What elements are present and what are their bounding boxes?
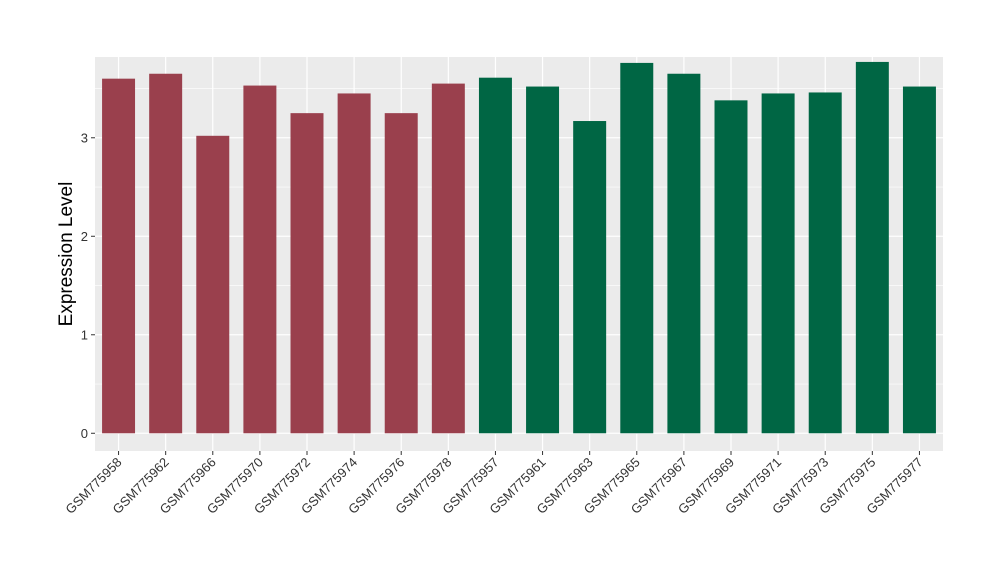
bar-GSM775957	[478, 77, 512, 434]
bar-GSM775967	[667, 73, 701, 434]
minor-gridlines	[95, 88, 943, 385]
bar-GSM775963	[573, 121, 607, 434]
bar-GSM775972	[290, 113, 324, 434]
bars	[102, 61, 936, 434]
y-axis-title: Expression Level	[56, 182, 77, 327]
bar-GSM775958	[102, 78, 136, 434]
y-tick-label: 1	[81, 327, 88, 342]
bar-GSM775974	[337, 93, 371, 434]
plot-panel	[95, 57, 943, 451]
y-tick-label: 3	[81, 130, 88, 145]
bar-GSM775973	[808, 92, 842, 434]
y-tick-label: 0	[81, 426, 88, 441]
y-axis: 0 1 2 3	[81, 130, 95, 441]
bar-GSM775961	[526, 86, 560, 434]
bar-GSM775965	[620, 62, 654, 434]
bar-GSM775969	[714, 100, 748, 434]
bar-GSM775976	[384, 113, 418, 434]
bar-GSM775966	[196, 135, 230, 434]
y-tick-label: 2	[81, 229, 88, 244]
bar-GSM775970	[243, 85, 277, 434]
bar-GSM775962	[149, 73, 183, 434]
bar-GSM775975	[855, 61, 889, 434]
bar-GSM775977	[902, 86, 936, 434]
bar-GSM775971	[761, 93, 795, 434]
bar-GSM775978	[431, 83, 465, 434]
x-axis: GSM775958GSM775962GSM775966GSM775970GSM7…	[62, 451, 926, 517]
